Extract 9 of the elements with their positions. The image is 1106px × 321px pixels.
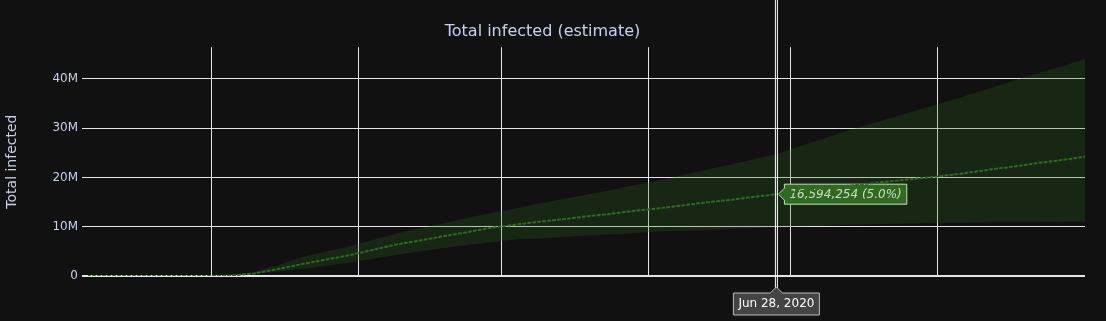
data-label: 16,594,254 (5.0%) bbox=[789, 187, 902, 202]
y-tick-label: 0 bbox=[70, 268, 78, 283]
y-tick-label: 20M bbox=[52, 169, 78, 184]
y-axis-title: Total infected bbox=[3, 114, 20, 210]
chart-title: Total infected (estimate) bbox=[443, 20, 641, 40]
y-tick-label: 40M bbox=[52, 70, 78, 85]
y-tick-label: 10M bbox=[52, 218, 78, 233]
text: Jun 28, 2020 bbox=[737, 296, 815, 311]
y-tick-label: 30M bbox=[52, 120, 78, 135]
